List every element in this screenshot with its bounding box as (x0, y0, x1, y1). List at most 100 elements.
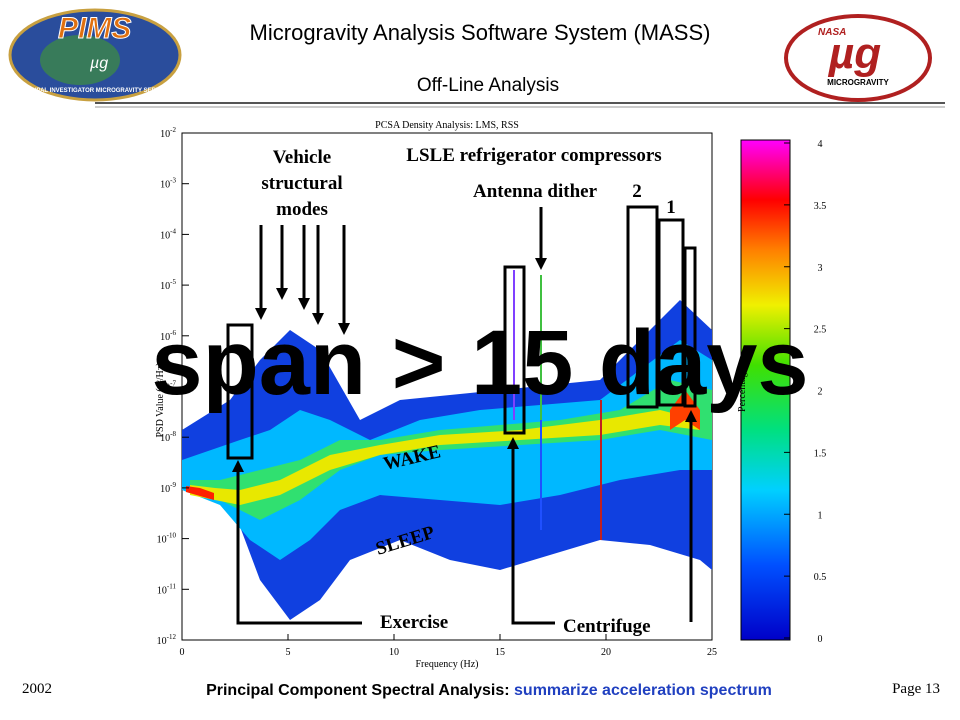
plot-title: PCSA Density Analysis: LMS, RSS (375, 120, 519, 131)
tick-base: 10 (157, 636, 167, 647)
annotation: Vehicle (273, 147, 331, 168)
callout-box (626, 205, 659, 409)
colorbar-tick-label: 2.5 (814, 325, 827, 336)
logo-mark: µg (827, 29, 881, 78)
tick-base: 10 (160, 383, 170, 394)
annotation: Centrifuge (563, 616, 651, 637)
y-tick-label: 10-5 (160, 278, 176, 292)
logo-caption: MICROGRAVITY (827, 78, 889, 87)
tick-base: 10 (160, 281, 170, 292)
caption-bold: Principal Component Spectral Analysis: (206, 682, 509, 699)
annotation: 2 (632, 181, 642, 202)
arrow-head (507, 437, 519, 449)
colorbar-tick-label: 1.5 (814, 448, 827, 459)
arrow-head (276, 288, 288, 300)
x-tick-label: 15 (495, 647, 505, 658)
y-tick-label: 10-3 (160, 177, 176, 191)
y-tick-label: 10-8 (160, 430, 176, 444)
tick-base: 10 (157, 585, 167, 596)
tick-exp: -12 (167, 633, 177, 641)
x-axis-label: Frequency (Hz) (415, 659, 478, 670)
tick-base: 10 (157, 535, 167, 546)
colorbar (740, 139, 791, 641)
tick-exp: -9 (170, 481, 176, 489)
arrow-head (298, 298, 310, 310)
x-tick-label: 25 (707, 647, 717, 658)
arrow-head (232, 460, 244, 472)
logo-agency: NASA (818, 27, 846, 38)
slide-subtitle: Off-Line Analysis (417, 75, 559, 96)
tick-base: 10 (160, 230, 170, 241)
annotation: modes (276, 199, 328, 220)
tick-exp: -7 (170, 380, 176, 388)
tick-exp: -2 (170, 126, 176, 134)
arrow-head (685, 410, 697, 422)
arrow-head (255, 308, 267, 320)
right-logo: NASA µg MICROGRAVITY (784, 14, 932, 102)
caption-blue: summarize acceleration spectrum (514, 682, 772, 699)
y-tick-label: 10-9 (160, 481, 176, 495)
colorbar-tick-label: 0 (818, 634, 823, 645)
colorbar-tick-label: 0.5 (814, 572, 827, 583)
colorbar-label: Percentage (737, 368, 748, 412)
y-tick-label: 10-10 (157, 532, 177, 546)
y-tick-label: 10-7 (160, 380, 176, 394)
colorbar-axis: 4 3.5 3 2.5 2 1.5 1 0.5 0 (784, 139, 826, 645)
annotation: Exercise (380, 612, 448, 633)
callout-box (503, 265, 526, 435)
logo-mark: µg (89, 55, 108, 72)
tick-base: 10 (160, 484, 170, 495)
x-axis: 0 5 10 15 20 25 (180, 634, 717, 658)
arrow-head (312, 313, 324, 325)
x-tick-label: 5 (286, 647, 291, 658)
x-tick-label: 10 (389, 647, 399, 658)
x-tick-label: 0 (180, 647, 185, 658)
y-axis: 10-210-310-410-510-610-710-810-910-1010-… (157, 126, 189, 647)
y-tick-label: 10-2 (160, 126, 176, 140)
tick-exp: -8 (170, 430, 176, 438)
colorbar-tick-label: 4 (818, 139, 823, 150)
arrow (511, 445, 555, 625)
slide-title: Microgravity Analysis Software System (M… (250, 20, 711, 45)
annotation: Antenna dither (473, 181, 598, 202)
arrow-head (338, 323, 350, 335)
y-tick-label: 10-12 (157, 633, 177, 647)
logo-ring (784, 14, 932, 102)
tick-exp: -10 (167, 532, 177, 540)
tick-base: 10 (160, 180, 170, 191)
footer-caption: Principal Component Spectral Analysis: s… (206, 682, 772, 699)
density-band (190, 410, 700, 505)
colorbar-tick-label: 2 (818, 387, 823, 398)
callout-box (683, 246, 697, 408)
overlay-text: span > 15 days (151, 312, 808, 414)
colorbar-tick-label: 1 (818, 510, 823, 521)
colorbar-tick-label: 3.5 (814, 201, 827, 212)
tick-exp: -6 (170, 329, 176, 337)
callout-box (226, 323, 254, 460)
y-tick-label: 10-6 (160, 329, 176, 343)
left-logo: PIMS µg PRINCIPAL INVESTIGATOR MICROGRAV… (8, 8, 182, 102)
annotation: LSLE refrigerator compressors (406, 145, 661, 166)
tick-base: 10 (160, 433, 170, 444)
tick-exp: -3 (170, 177, 176, 185)
y-tick-label: 10-11 (157, 582, 177, 596)
y-tick-label: 10-4 (160, 227, 176, 241)
logo-land (40, 35, 120, 85)
callouts (226, 205, 697, 625)
tick-exp: -11 (167, 582, 177, 590)
y-axis-label: PSD Value (g²/Hz) (155, 362, 166, 437)
arrow (236, 468, 362, 625)
logo-text: PIMS (58, 12, 131, 45)
arrow-head (535, 258, 547, 270)
colorbar-tick-label: 3 (818, 263, 823, 274)
density-band (182, 340, 712, 560)
annotation: structural (261, 173, 342, 194)
footer-year: 2002 (22, 681, 52, 697)
density-peak (186, 486, 214, 500)
tick-exp: -5 (170, 278, 176, 286)
x-tick-label: 20 (601, 647, 611, 658)
callout-box (657, 218, 685, 407)
tick-exp: -4 (170, 227, 176, 235)
